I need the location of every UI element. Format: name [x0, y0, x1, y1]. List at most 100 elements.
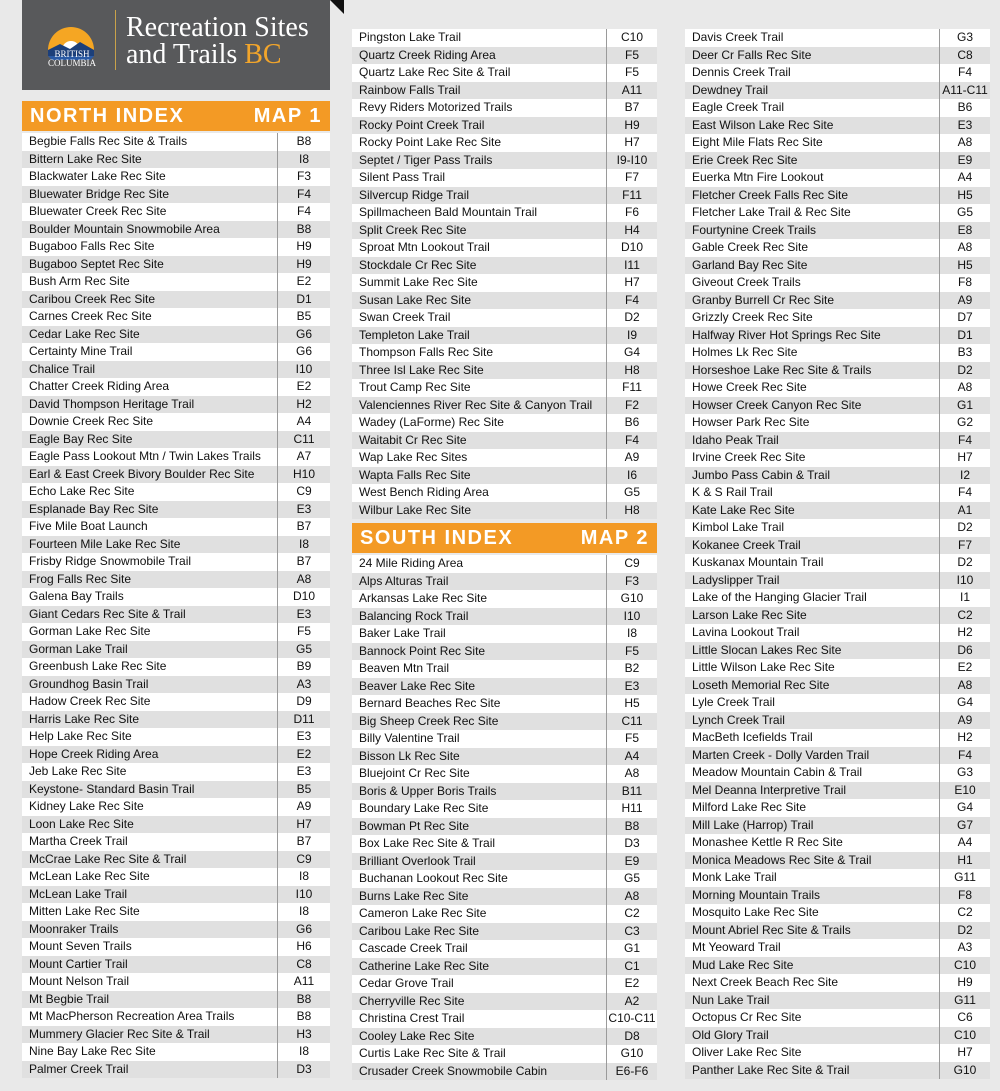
index-row: Hadow Creek Rec Site D9	[22, 693, 330, 711]
map-grid-code: B8	[277, 1008, 330, 1026]
site-name: Rocky Point Lake Rec Site	[359, 135, 502, 149]
index-row: Keystone- Standard Basin Trail B5	[22, 780, 330, 798]
map-grid-code: G10	[606, 1045, 657, 1063]
site-name: Harris Lake Rec Site	[29, 711, 140, 726]
map-grid-code: A8	[939, 676, 990, 694]
index-row: Mt Yeoward Trail A3	[685, 939, 990, 957]
index-row: Silent Pass Trail F7	[352, 169, 657, 187]
south-index-header: SOUTH INDEX MAP 2	[352, 523, 657, 553]
map-grid-code: D8	[606, 1027, 657, 1045]
site-name: Boulder Mountain Snowmobile Area	[29, 221, 220, 236]
site-name: Bowman Pt Rec Site	[359, 818, 470, 833]
map-grid-code: A9	[606, 449, 657, 467]
logo-wordmark: BRITISH COLUMBIA	[47, 49, 96, 68]
index-row: Davis Creek Trail G3	[685, 29, 990, 47]
index-row: Dewdney Trail A11-C11	[685, 81, 990, 99]
map-grid-code: C10	[939, 1026, 990, 1044]
index-row: Quartz Lake Rec Site & Trail F5	[352, 64, 657, 82]
site-name: Erie Creek Rec Site	[692, 152, 798, 167]
index-row: Caribou Creek Rec Site D1	[22, 290, 330, 308]
map-grid-code: H6	[277, 938, 330, 956]
map-grid-code: D3	[606, 835, 657, 853]
index-row: Meadow Mountain Cabin & Trail G3	[685, 764, 990, 782]
site-name: Mount Seven Trails	[29, 939, 132, 953]
map-grid-code: E3	[939, 116, 990, 134]
index-row: Kimbol Lake Trail D2	[685, 519, 990, 537]
site-name: David Thompson Heritage Trail	[29, 396, 195, 411]
index-row: Bush Arm Rec Site E2	[22, 273, 330, 291]
site-name: Mt Begbie Trail	[29, 991, 110, 1006]
index-row: Catherine Lake Rec Site C1	[352, 957, 657, 975]
index-row: Wadey (LaForme) Rec Site B6	[352, 414, 657, 432]
site-name: Eight Mile Flats Rec Site	[692, 135, 823, 149]
map-grid-code: A11	[606, 81, 657, 99]
map-grid-code: B2	[606, 660, 657, 678]
index-row: Bluejoint Cr Rec Site A8	[352, 765, 657, 783]
index-row: Ladyslipper Trail I10	[685, 571, 990, 589]
index-row: Eagle Pass Lookout Mtn / Twin Lakes Trai…	[22, 448, 330, 466]
index-row: Billy Valentine Trail F5	[352, 730, 657, 748]
site-name: Keystone- Standard Basin Trail	[29, 781, 195, 796]
map-grid-code: E2	[606, 975, 657, 993]
north-index-list: Begbie Falls Rec Site & Trails B8 Bittern …	[22, 133, 330, 1078]
site-name: Nine Bay Lake Rec Site	[29, 1044, 156, 1058]
site-name: Thompson Falls Rec Site	[359, 345, 494, 359]
north-index-header: NORTH INDEX MAP 1	[22, 101, 330, 131]
index-row: Big Sheep Creek Rec Site C11	[352, 712, 657, 730]
site-name: Sproat Mtn Lookout Trail	[359, 240, 490, 254]
map-grid-code: B5	[277, 780, 330, 798]
map-grid-code: A2	[606, 992, 657, 1010]
index-row: Loon Lake Rec Site H7	[22, 815, 330, 833]
site-name: Boundary Lake Rec Site	[359, 801, 489, 815]
map-grid-code: F11	[606, 186, 657, 204]
site-name: Septet / Tiger Pass Trails	[359, 152, 493, 167]
index-row: Boundary Lake Rec Site H11	[352, 800, 657, 818]
site-name: Curtis Lake Rec Site & Trail	[359, 1046, 506, 1060]
map-grid-code: G5	[606, 870, 657, 888]
map-grid-code: F5	[606, 642, 657, 660]
site-name: Mill Lake (Harrop) Trail	[692, 817, 814, 832]
map-grid-code: H9	[939, 974, 990, 992]
map-grid-code: B8	[277, 133, 330, 151]
index-row: Mill Lake (Harrop) Trail G7	[685, 816, 990, 834]
index-row: Christina Crest Trail C10-C11	[352, 1010, 657, 1028]
site-name: Giveout Creek Trails	[692, 275, 801, 289]
site-name: Mount Nelson Trail	[29, 974, 130, 988]
index-row: Crusader Creek Snowmobile Cabin E6-F6	[352, 1062, 657, 1080]
map-grid-code: C8	[939, 46, 990, 64]
site-name: MacBeth Icefields Trail	[692, 730, 813, 744]
site-name: Halfway River Hot Springs Rec Site	[692, 327, 881, 342]
index-row: Giant Cedars Rec Site & Trail E3	[22, 605, 330, 623]
site-name: Big Sheep Creek Rec Site	[359, 713, 499, 728]
index-row: David Thompson Heritage Trail H2	[22, 395, 330, 413]
index-row: Cedar Grove Trail E2	[352, 975, 657, 993]
index-row: Grizzly Creek Rec Site D7	[685, 309, 990, 327]
site-name: Templeton Lake Trail	[359, 327, 470, 342]
site-name: Greenbush Lake Rec Site	[29, 659, 167, 673]
index-row: Gable Creek Rec Site A8	[685, 239, 990, 257]
site-name: Beaven Mtn Trail	[359, 661, 450, 675]
index-row: Monk Lake Trail G11	[685, 869, 990, 887]
index-row: Idaho Peak Trail F4	[685, 431, 990, 449]
map-grid-code: H7	[939, 1044, 990, 1062]
index-row: Harris Lake Rec Site D11	[22, 710, 330, 728]
site-name: Kokanee Creek Trail	[692, 537, 801, 552]
map-grid-code: F8	[939, 274, 990, 292]
index-row: Box Lake Rec Site & Trail D3	[352, 835, 657, 853]
index-row: Lavina Lookout Trail H2	[685, 624, 990, 642]
index-row: Oliver Lake Rec Site H7	[685, 1044, 990, 1062]
map-grid-code: A1	[939, 501, 990, 519]
site-name: Bernard Beaches Rec Site	[359, 696, 501, 710]
map-grid-code: E6-F6	[606, 1062, 657, 1080]
map-grid-code: F4	[939, 484, 990, 502]
index-row: Waitabit Cr Rec Site F4	[352, 431, 657, 449]
index-row: Cedar Lake Rec Site G6	[22, 325, 330, 343]
site-name: West Bench Riding Area	[359, 485, 489, 499]
map-grid-code: H5	[939, 256, 990, 274]
site-name: Arkansas Lake Rec Site	[359, 591, 488, 605]
map-grid-code: A11-C11	[939, 81, 990, 99]
map-grid-code: H9	[606, 116, 657, 134]
index-row: Palmer Creek Trail D3	[22, 1060, 330, 1078]
site-name: Brilliant Overlook Trail	[359, 853, 476, 868]
site-name: Blackwater Lake Rec Site	[29, 169, 166, 183]
